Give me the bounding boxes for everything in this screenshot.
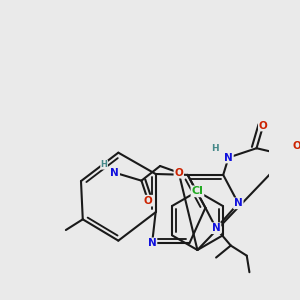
- Text: O: O: [144, 196, 152, 206]
- Text: N: N: [148, 238, 157, 248]
- Text: H: H: [101, 160, 107, 169]
- Text: O: O: [174, 168, 183, 178]
- Text: N: N: [110, 168, 119, 178]
- Text: Cl: Cl: [191, 186, 203, 196]
- Text: O: O: [259, 121, 268, 130]
- Text: N: N: [224, 153, 233, 163]
- Text: N: N: [212, 223, 220, 233]
- Text: N: N: [234, 198, 243, 208]
- Text: O: O: [293, 141, 300, 151]
- Text: H: H: [211, 144, 218, 153]
